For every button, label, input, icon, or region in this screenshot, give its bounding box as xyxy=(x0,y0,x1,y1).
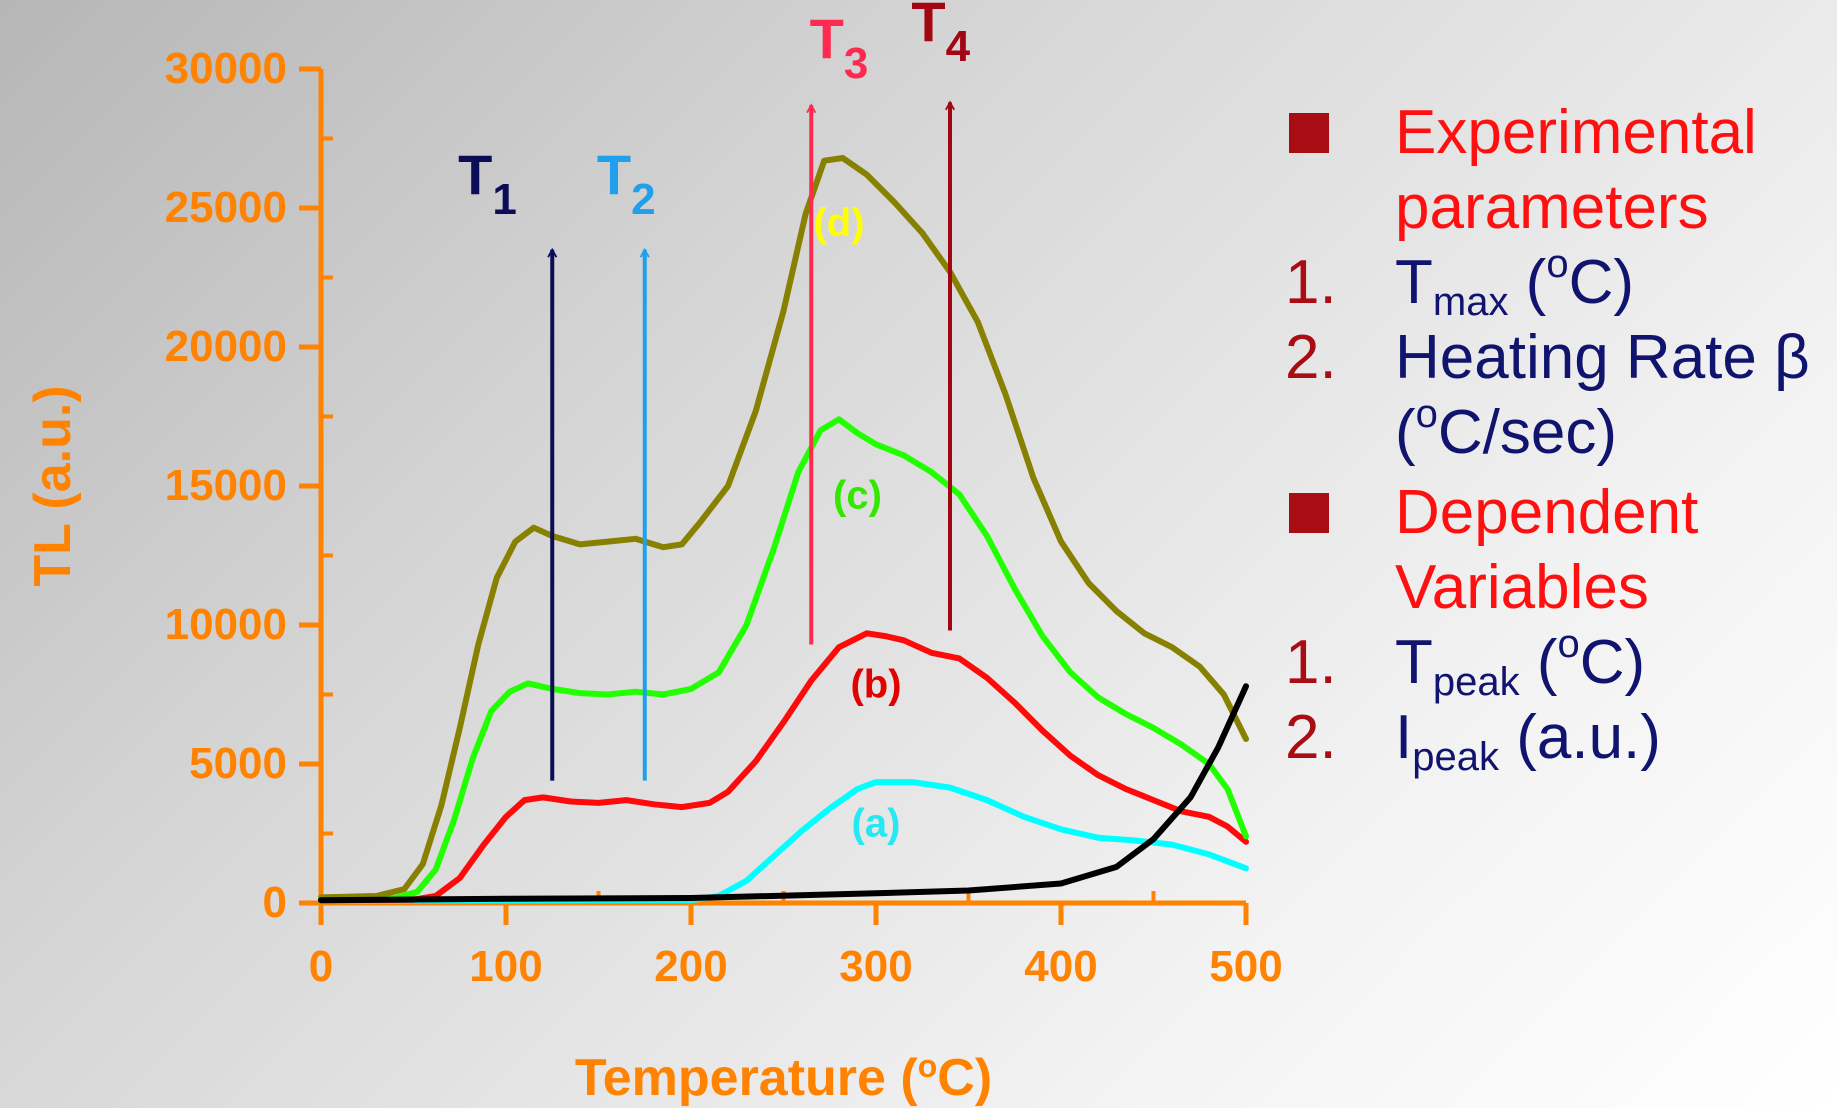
series-line-2 xyxy=(318,630,1249,904)
marker-label-3: T3 xyxy=(810,7,869,88)
series-line-1 xyxy=(318,779,1249,904)
y-tick-label: 20000 xyxy=(165,322,287,371)
square-bullet-icon xyxy=(1289,113,1329,153)
legend-item-text: Tpeak (oC) xyxy=(1395,622,1646,704)
legend-panel: Experimental parameters 1. Tmax (oC) 2. Heat… xyxy=(1285,95,1830,779)
curves: (a) (b) (c) (d) xyxy=(318,155,1249,904)
legend-section: Dependent Variables 1. Tpeak (oC) 2. Ipeak (… xyxy=(1285,475,1830,779)
x-axis-label: Temperature (oC) xyxy=(575,1048,992,1107)
marker-label-2: T2 xyxy=(597,143,656,224)
legend-item-number: 2. xyxy=(1285,323,1337,392)
x-tick-label: 200 xyxy=(654,942,727,991)
y-tick-label: 30000 xyxy=(165,44,287,93)
series-line-5 xyxy=(318,683,1249,904)
y-tick-label: 0 xyxy=(263,878,287,927)
legend-item-number: 1. xyxy=(1285,628,1337,697)
legend-section-heading-row: Experimental parameters xyxy=(1285,95,1830,245)
y-axis-label: TL (a.u.) xyxy=(24,385,82,586)
axes: 0 5000 10000 15000 20000 25000 30000 0 100 200 300… xyxy=(24,44,1283,1107)
x-tick-label: 300 xyxy=(839,942,912,991)
legend-item-number: 1. xyxy=(1285,248,1337,317)
y-tick-label: 5000 xyxy=(189,739,287,788)
series-line-3 xyxy=(318,416,1249,902)
legend-bullet-cell xyxy=(1285,475,1395,550)
legend-item-text: Tmax (oC) xyxy=(1395,242,1634,324)
series-label-4: (d) xyxy=(813,201,864,245)
series-label-3: (c) xyxy=(833,473,882,517)
legend-section-heading: Experimental parameters xyxy=(1395,98,1757,242)
y-tick-label: 10000 xyxy=(165,600,287,649)
legend-item: 2. Heating Rate β (oC/sec) xyxy=(1285,320,1830,470)
series-label-2: (b) xyxy=(850,662,901,706)
legend-section-heading-row: Dependent Variables xyxy=(1285,475,1830,625)
legend-item: 1. Tpeak (oC) xyxy=(1285,622,1830,704)
x-tick-label: 500 xyxy=(1209,942,1282,991)
legend-section-heading: Dependent Variables xyxy=(1395,478,1699,622)
temperature-markers: T1 T2 T3 T4 xyxy=(458,0,971,781)
x-tick-label: 100 xyxy=(469,942,542,991)
legend-item: 1. Tmax (oC) xyxy=(1285,242,1830,324)
legend-section: Experimental parameters 1. Tmax (oC) 2. Heat… xyxy=(1285,95,1830,470)
legend-item-text: Heating Rate β (oC/sec) xyxy=(1395,323,1810,467)
legend-bullet-cell xyxy=(1285,95,1395,170)
marker-label-1: T1 xyxy=(458,143,517,224)
y-tick-label: 25000 xyxy=(165,183,287,232)
square-bullet-icon xyxy=(1289,493,1329,533)
x-tick-label: 0 xyxy=(309,942,333,991)
legend-item: 2. Ipeak (a.u.) xyxy=(1285,700,1830,779)
series-line-4 xyxy=(318,155,1249,901)
y-tick-label: 15000 xyxy=(165,461,287,510)
x-tick-label: 400 xyxy=(1024,942,1097,991)
legend-item-text: Ipeak (a.u.) xyxy=(1395,703,1661,779)
marker-label-4: T4 xyxy=(911,0,970,71)
legend-item-number: 2. xyxy=(1285,703,1337,772)
series-label-1: (a) xyxy=(852,801,901,845)
